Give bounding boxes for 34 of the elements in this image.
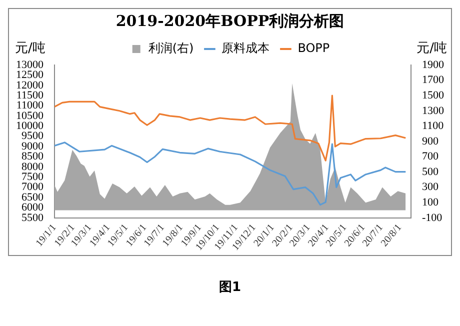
- y-tick-label: 10500: [16, 110, 44, 122]
- y2-tick-label: 1500: [422, 89, 444, 102]
- y-tick-label: 9500: [22, 130, 44, 142]
- y-tick-label: 12000: [16, 79, 44, 92]
- y2-tick-label: 900: [422, 135, 439, 148]
- legend-label: 利润(右): [148, 41, 194, 56]
- y-tick-label: 12500: [16, 69, 44, 82]
- y-tick-label: 7500: [22, 171, 44, 183]
- y-tick-label: 10000: [16, 120, 44, 132]
- chart-title: 2019-2020年BOPP利润分析图: [116, 12, 344, 30]
- legend-label: 原料成本: [222, 41, 270, 56]
- y2-tick-label: 500: [422, 166, 439, 178]
- y2-axis-title: 元/吨: [416, 40, 447, 56]
- y-tick-label: 11000: [16, 100, 44, 112]
- y-tick-label: 6000: [22, 202, 44, 214]
- y-tick-label: 8000: [22, 160, 44, 173]
- y2-tick-label: 1900: [422, 58, 444, 71]
- y2-tick-label: 1700: [422, 74, 444, 86]
- y2-tick-label: 100: [422, 196, 439, 208]
- y-tick-label: 6500: [22, 191, 44, 204]
- y2-tick-label: 700: [422, 150, 439, 163]
- y-tick-label: 9000: [22, 140, 44, 152]
- y2-tick-label: -100: [422, 212, 443, 224]
- y-tick-label: 7000: [22, 181, 44, 194]
- y-tick-label: 5500: [22, 212, 44, 224]
- y-axis-title: 元/吨: [15, 40, 46, 56]
- y2-tick-label: 1100: [422, 120, 444, 132]
- y-tick-label: 11500: [16, 89, 44, 102]
- y-tick-label: 13000: [16, 58, 44, 71]
- y2-tick-label: 1300: [422, 104, 444, 117]
- y-tick-label: 8500: [22, 150, 44, 163]
- caption: 图1: [218, 279, 242, 296]
- y2-tick-label: 300: [422, 181, 439, 194]
- legend-label: BOPP: [298, 41, 330, 56]
